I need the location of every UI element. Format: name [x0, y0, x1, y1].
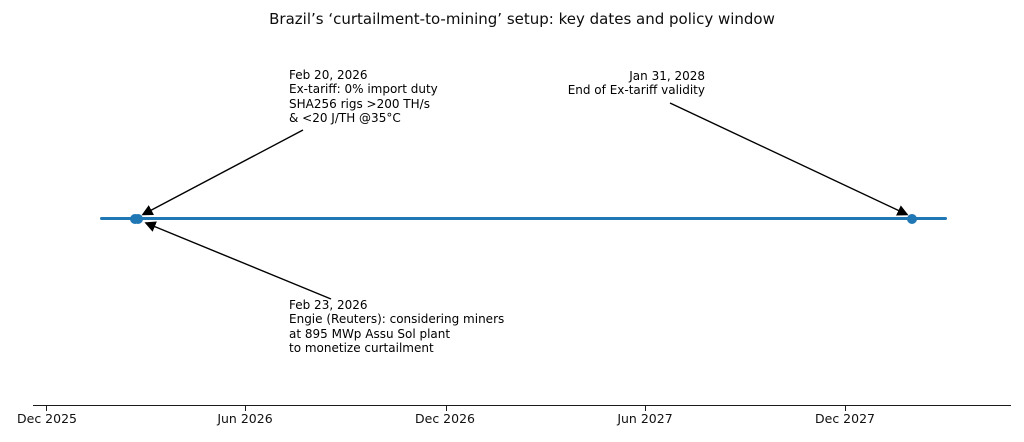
timeline-baseline: [100, 217, 947, 221]
annotation-line: at 895 MWp Assu Sol plant: [289, 326, 451, 341]
annotation-feb-23-2026: Feb 23, 2026 Engie (Reuters): considerin…: [289, 298, 504, 355]
x-axis-tick-label: Jun 2026: [217, 411, 273, 426]
x-axis-tick: [245, 406, 247, 411]
event-marker-jan-31-2028: [907, 213, 917, 224]
event-marker-feb-23-2026: [133, 213, 143, 224]
arrow-jan-31-annotation: [669, 102, 909, 216]
chart-title: Brazil’s ‘curtailment-to-mining’ setup: …: [269, 10, 775, 28]
x-axis-tick: [45, 406, 47, 411]
x-axis-tick-label: Dec 2025: [17, 411, 77, 426]
x-axis-tick: [445, 406, 447, 411]
annotation-jan-31-2028: Jan 31, 2028 End of Ex-tariff validity: [465, 69, 705, 98]
annotation-line: SHA256 rigs >200 TH/s: [289, 96, 430, 111]
x-axis-tick-label: Dec 2027: [815, 411, 875, 426]
annotation-date: Jan 31, 2028: [629, 69, 705, 83]
arrow-feb-20-annotation: [141, 129, 304, 216]
annotation-line: End of Ex-tariff validity: [567, 83, 705, 98]
arrow-feb-23-annotation: [144, 221, 332, 300]
x-axis-tick: [844, 406, 846, 411]
annotation-line: to monetize curtailment: [289, 340, 434, 355]
annotation-line: Ex-tariff: 0% import duty: [289, 82, 438, 97]
x-axis-spine: [33, 405, 1011, 407]
annotation-date: Feb 20, 2026: [289, 68, 368, 82]
annotation-line: & <20 J/TH @35°C: [289, 110, 401, 125]
annotation-line: Engie (Reuters): considering miners: [289, 312, 505, 327]
annotation-feb-20-2026: Feb 20, 2026 Ex-tariff: 0% import duty S…: [289, 68, 438, 125]
x-axis-tick: [644, 406, 646, 411]
annotation-date: Feb 23, 2026: [289, 298, 368, 312]
x-axis-tick-label: Jun 2027: [617, 411, 673, 426]
x-axis-tick-label: Dec 2026: [415, 411, 475, 426]
